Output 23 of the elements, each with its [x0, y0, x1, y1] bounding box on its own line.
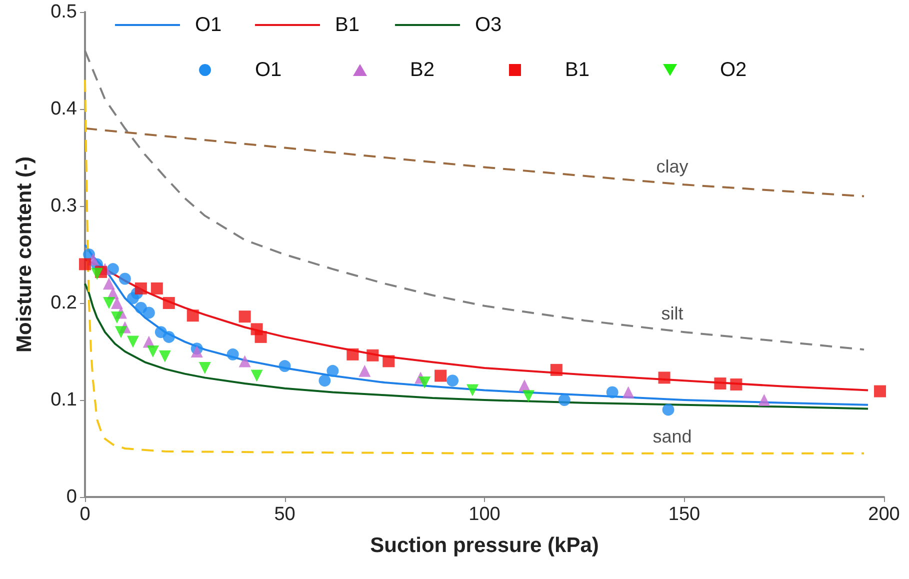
y-tick-label: 0 — [66, 486, 77, 508]
x-tick-label: 150 — [668, 504, 700, 525]
x-tick-label: 50 — [274, 504, 296, 525]
legend-label: O3 — [475, 14, 502, 36]
annotation: clay — [656, 156, 688, 177]
legend-label: O2 — [720, 59, 747, 81]
annotation: sand — [652, 426, 692, 446]
legend-label: B1 — [565, 59, 590, 81]
y-axis-title: Moisture content (-) — [13, 156, 36, 352]
y-tick-label: 0.3 — [50, 196, 77, 216]
y-tick-label: 0.5 — [50, 2, 77, 22]
x-tick-label: 0 — [80, 504, 90, 525]
y-tick-label: 0.2 — [50, 292, 77, 314]
legend-label: O1 — [255, 59, 282, 81]
x-axis-title: Suction pressure (kPa) — [370, 534, 599, 557]
y-tick-label: 0.1 — [50, 390, 77, 410]
x-tick-label: 200 — [868, 504, 900, 525]
x-tick-label: 100 — [468, 504, 500, 525]
legend-label: B2 — [410, 59, 434, 81]
legend-label: O1 — [195, 14, 222, 36]
legend-label: B1 — [335, 14, 360, 36]
annotation: silt — [661, 304, 684, 324]
y-tick-label: 0.4 — [50, 98, 78, 120]
